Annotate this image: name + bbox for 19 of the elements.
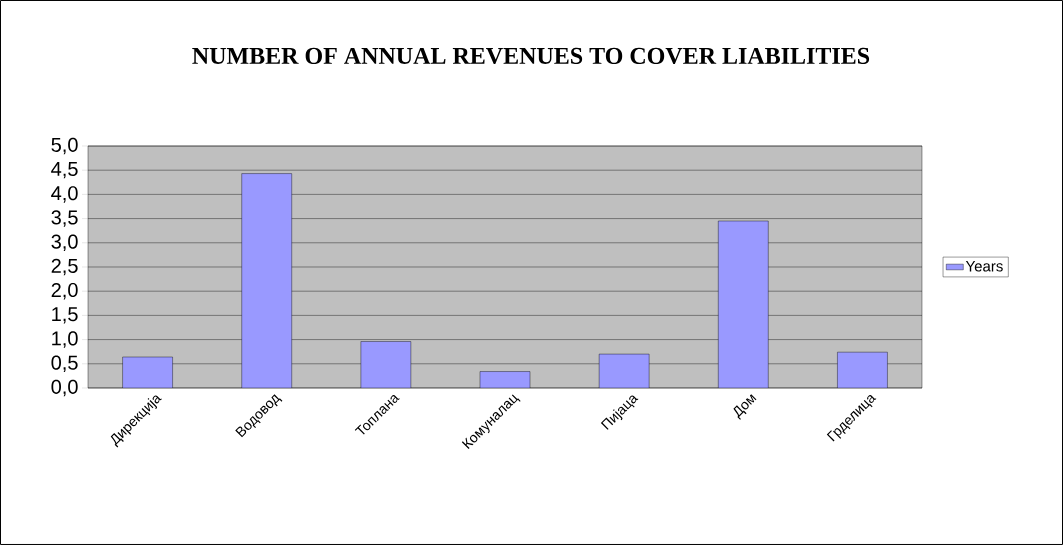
bar	[837, 351, 888, 388]
bar	[122, 356, 173, 388]
y-tick-label: 3,5	[51, 210, 78, 227]
y-tick-label: 0,5	[51, 355, 78, 373]
chart-title: NUMBER OF ANNUAL REVENUES TO COVER LIABILITIES	[192, 47, 870, 65]
y-tick-label: 5,0	[51, 137, 78, 155]
y-tick-label: 1,5	[52, 307, 78, 324]
bar	[598, 353, 650, 388]
legend-label: Years	[965, 261, 1003, 272]
y-tick-label: 4,0	[51, 186, 78, 203]
y-tick-label: 0,0	[51, 379, 78, 397]
y-tick-label: 1,0	[52, 331, 78, 348]
y-tick-label: 3,0	[51, 234, 78, 252]
y-tick-label: 2,5	[51, 258, 78, 276]
bar	[718, 220, 769, 388]
y-tick-label: 4,5	[51, 162, 78, 179]
y-tick-label: 2,0	[51, 282, 78, 300]
bar	[241, 173, 292, 388]
bar	[360, 341, 412, 388]
